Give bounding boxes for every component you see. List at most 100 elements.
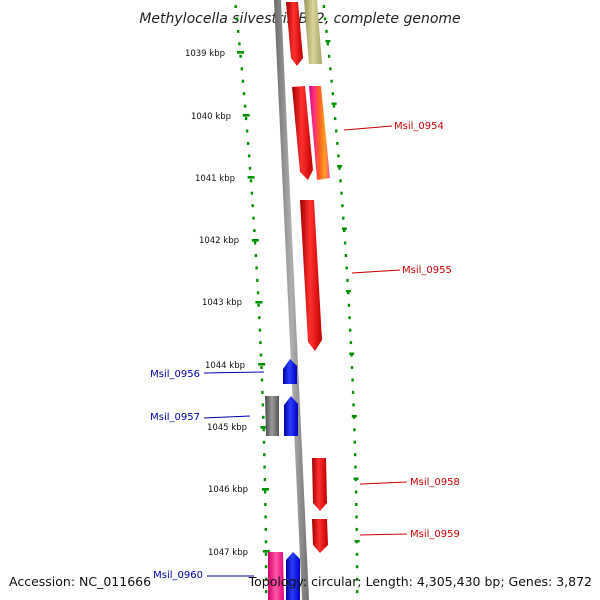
ruler-major-tick [247,176,255,179]
outer-ring-dot [356,590,359,594]
ruler-dot [262,415,265,419]
ruler-dot [261,403,265,407]
ruler-dot [264,540,268,544]
ruler-dot [242,92,246,96]
ruler-dot [258,328,262,332]
outer-ring-dot [351,390,355,394]
outer-ring-dot [346,278,349,282]
ruler-major-tick [255,301,263,304]
ruler-dot [263,453,266,457]
outer-ring-dot [325,29,328,33]
ruler-dot [244,117,248,121]
genome-backbone [274,0,309,600]
ruler-dot [239,54,242,58]
outer-ring-dot [355,527,358,531]
tick-label-1040: 1040 kbp [191,112,231,122]
ruler-dot [264,515,267,519]
tick-label-1042: 1042 kbp [199,236,239,246]
ruler-major-tick [261,488,269,491]
outer-ring-dot [331,92,334,96]
ruler-dot [265,577,268,581]
outer-ring-dot [354,453,357,457]
ruler-dot [237,29,240,33]
outer-ring-dot [354,490,358,494]
outer-ring-tick [341,227,347,230]
outer-ring-dot [355,503,358,506]
ruler-dot [260,378,264,382]
outer-ring-tick [325,40,331,43]
leader-line-msil-0956 [203,371,265,374]
gene-feature-msil-0959[interactable] [312,519,328,553]
gene-feature-msil-0960[interactable] [286,552,300,600]
outer-ring-dot [354,465,357,469]
ruler-dot [238,42,241,46]
gene-feature-msil-0956[interactable] [283,359,297,384]
topology-text: Topology: circular; Length: 4,305,430 bp… [248,574,592,589]
gene-label-msil-0956[interactable]: Msil_0956 [150,369,200,380]
gene-feature-forward[interactable] [292,86,313,180]
ruler-major-tick [242,114,250,117]
outer-ring-dot [353,428,356,432]
ruler-dot [263,478,267,482]
ruler-dot [262,428,265,432]
gene-feature-gray[interactable] [265,396,279,436]
accession-text: Accession: NC_011666 [9,574,151,589]
ruler-dot [251,204,254,208]
gene-feature-striped[interactable] [309,86,330,180]
outer-ring-tick [349,352,355,355]
ruler-dot [255,266,258,270]
gene-label-msil-0957[interactable]: Msil_0957 [150,412,200,423]
ruler-dot [258,316,261,320]
ruler-dot [234,5,237,8]
leader-line-msil-0957 [203,415,251,419]
ruler-dot [240,67,243,71]
ruler-dot [249,179,253,183]
gene-label-msil-0955[interactable]: Msil_0955 [402,265,452,276]
outer-ring-tick [337,165,343,168]
gene-feature-msil-0955[interactable] [300,200,322,351]
ruler-dot [264,527,267,531]
outer-ring-dot [336,141,339,145]
ruler-dot [264,552,268,556]
ruler-dot [247,154,251,158]
ruler-dot [264,565,268,569]
outer-ring-dot [347,303,351,307]
gene-label-msil-0954[interactable]: Msil_0954 [394,121,444,132]
ruler-dot [248,166,252,170]
outer-ring-dot [349,341,353,345]
ruler-dot [252,216,255,220]
gene-feature-msil-0957[interactable] [284,396,298,436]
gene-feature-pink[interactable] [268,552,284,600]
ruler-dot [256,278,259,282]
outer-ring-tick [354,540,360,543]
ruler-dot [264,503,267,506]
gene-feature-msil-0958[interactable] [312,458,327,511]
outer-ring-dot [330,79,333,83]
ruler-dot [259,353,263,357]
outer-ring-dots [322,5,360,594]
ruler-dot [257,303,260,307]
tick-label-1039: 1039 kbp [185,49,225,59]
ruler-dot [250,191,253,195]
outer-ring-dot [355,565,359,569]
ruler-dot [235,17,239,21]
gene-label-msil-0959[interactable]: Msil_0959 [410,529,460,540]
outer-ring-dot [347,291,350,295]
outer-ring-dot [352,403,355,407]
ruler-major-tick [260,426,268,429]
gene-label-msil-0958[interactable]: Msil_0958 [410,477,460,488]
gene-feature-forward[interactable] [286,2,303,66]
ruler-major-tick [258,363,266,366]
ruler-dot [241,79,245,83]
outer-ring-dot [348,316,351,320]
gene-feature-khaki[interactable] [304,0,322,64]
outer-ring-dot [350,353,353,357]
gene-label-msil-0960[interactable]: Msil_0960 [153,570,203,581]
ruler-dot [260,366,263,369]
ruler-dot [265,590,268,594]
ruler-dot [253,229,256,233]
outer-ring-dot [342,216,345,220]
leader-line-msil-0958 [359,481,408,485]
ruler-dot [253,241,257,245]
